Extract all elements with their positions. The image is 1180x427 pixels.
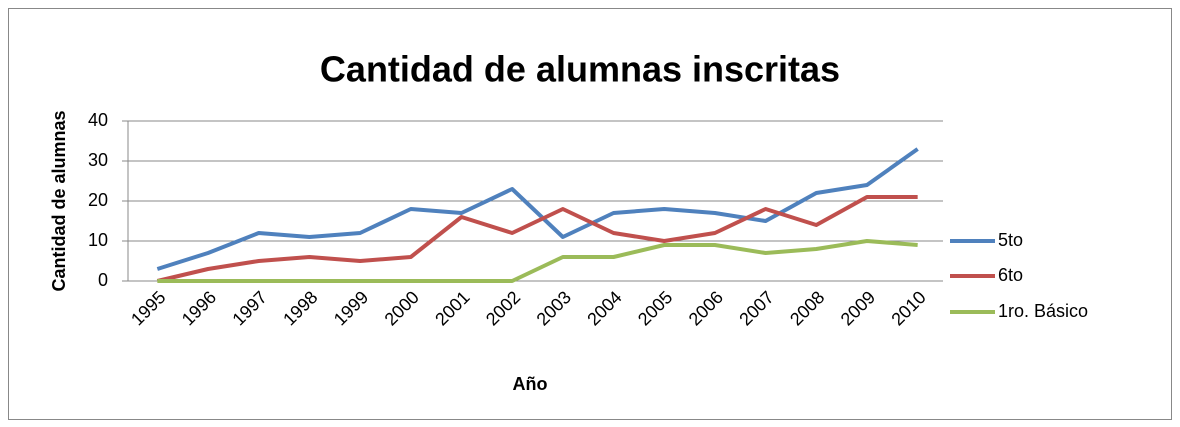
legend-label: 1ro. Básico — [998, 301, 1088, 321]
series-line — [156, 195, 918, 283]
y-tick-label: 20 — [88, 190, 108, 210]
y-tick-label: 30 — [88, 150, 108, 170]
series-line — [156, 147, 919, 271]
series-line — [157, 239, 918, 283]
chart-border — [8, 8, 1172, 420]
chart-title: Cantidad de alumnas inscritas — [320, 49, 840, 90]
legend-label: 5to — [998, 230, 1023, 250]
legend-label: 6to — [998, 265, 1023, 285]
y-tick-label: 10 — [88, 230, 108, 250]
x-axis-label: Año — [513, 374, 548, 394]
y-tick-label: 0 — [98, 270, 108, 290]
y-axis-label: Cantidad de alumnas — [49, 110, 69, 291]
y-tick-label: 40 — [88, 110, 108, 130]
